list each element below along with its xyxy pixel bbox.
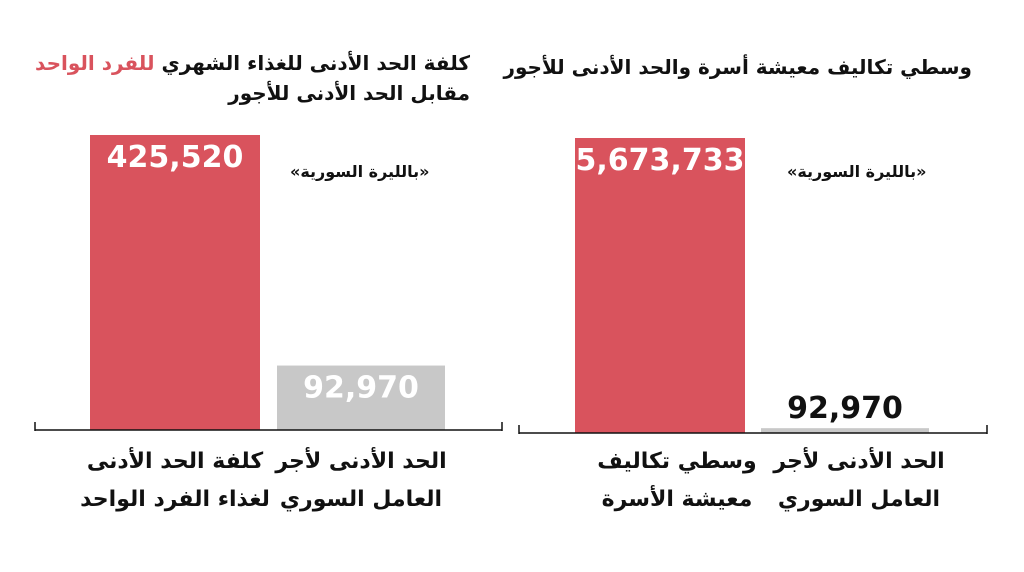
unit-label: «بالليرة السورية» bbox=[787, 162, 927, 181]
chart-panel-food-cost: كلفة الحد الأدنى للغذاء الشهري للفرد الو… bbox=[34, 48, 503, 512]
bar-1 bbox=[277, 365, 445, 430]
category-label: وسطي تكاليف معيشة الأسرة bbox=[597, 449, 757, 512]
bar-value-label: 92,970 bbox=[787, 391, 903, 426]
bar-0 bbox=[90, 135, 260, 430]
category-label: الحد الأدنى لأجر العامل السوري bbox=[773, 449, 945, 512]
category-label: الحد الأدنى لأجر العامل السوري bbox=[275, 449, 447, 512]
bar-value-label: 425,520 bbox=[107, 140, 244, 175]
category-label: كلفة الحد الأدنى لغذاء الفرد الواحد bbox=[80, 449, 270, 512]
bar-chart-svg: 5,673,733 92,970 bbox=[518, 138, 988, 434]
unit-label: «بالليرة السورية» bbox=[290, 162, 430, 181]
bar-1 bbox=[761, 428, 929, 433]
chart-title: كلفة الحد الأدنى للغذاء الشهري للفرد الو… bbox=[35, 48, 470, 108]
bar-value-label: 5,673,733 bbox=[576, 143, 745, 178]
chart-title-line2: مقابل الحد الأدنى للأجور bbox=[228, 81, 470, 105]
bar-value-label: 92,970 bbox=[303, 371, 419, 406]
chart-panel-living-cost: وسطي تكاليف معيشة أسرة والحد الأدنى للأج… bbox=[503, 0, 1024, 572]
bar-chart-svg: 425,520 92,970 bbox=[34, 135, 503, 431]
chart-title: وسطي تكاليف معيشة أسرة والحد الأدنى للأج… bbox=[503, 55, 972, 79]
bar-0 bbox=[575, 138, 745, 433]
title-highlight: للفرد الواحد bbox=[35, 51, 155, 75]
